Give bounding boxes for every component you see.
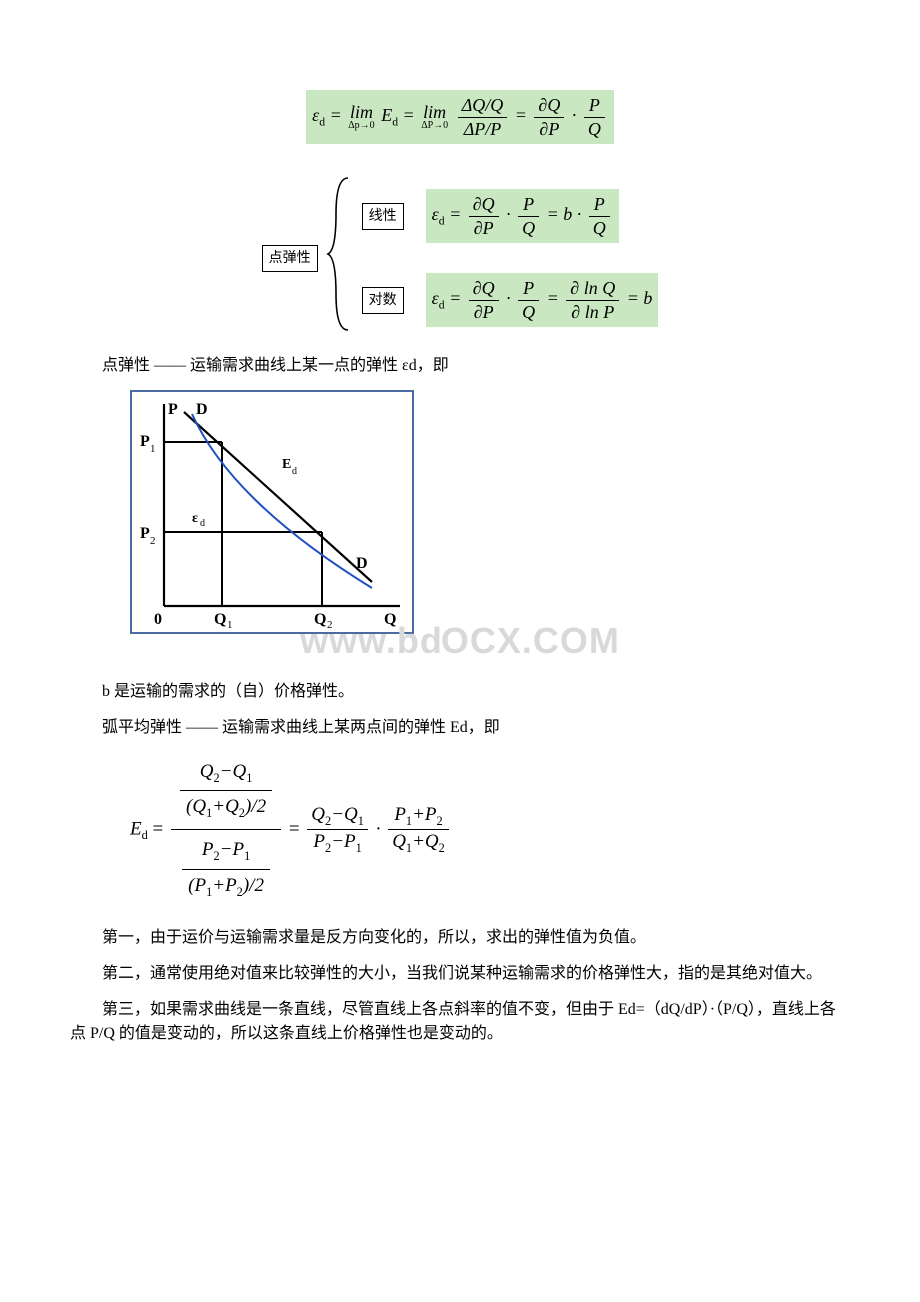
formula-point-limit: εd = lim Δp→0 Ed = lim ΔP→0 ΔQ/Q ΔP/P = … [70,90,850,144]
text-arc-def: 弧平均弹性 —— 运输需求曲线上某两点间的弹性 Ed，即 [70,716,850,740]
svg-text:d: d [200,518,205,529]
svg-text:d: d [292,466,297,477]
lim1-sub: Δp→0 [348,121,374,131]
svg-text:2: 2 [327,619,333,631]
svg-text:Q: Q [314,611,326,628]
svg-text:0: 0 [154,611,162,628]
text-p2: 第二，通常使用绝对值来比较弹性的大小，当我们说某种运输需求的价格弹性大，指的是其… [70,962,850,986]
frac2-den: ∂P [534,118,564,141]
elasticity-tree: 点弹性 线性 εd = ∂Q∂P · PQ = b · PQ [70,174,850,342]
svg-text:1: 1 [150,443,156,455]
svg-text:P: P [140,525,150,542]
frac1-den: ΔP/P [458,118,508,141]
text-b-def: b 是运输的需求的（自）价格弹性。 [70,680,850,704]
text-p1: 第一，由于运价与运输需求量是反方向变化的，所以，求出的弹性值为负值。 [70,926,850,950]
brace-icon [326,174,354,342]
demand-curve-diagram: P D P 1 P 2 E d ε d D 0 Q 1 Q 2 Q [130,390,414,634]
svg-text:D: D [196,401,208,418]
label-linear: 线性 [362,203,404,230]
text-p3: 第三，如果需求曲线是一条直线，尽管直线上各点斜率的值不变，但由于 Ed=（dQ/… [70,998,850,1046]
Ed1-sub: d [392,116,398,129]
eq1: = [330,105,342,125]
svg-text:ε: ε [192,511,198,526]
frac1-num: ΔQ/Q [458,94,508,118]
formula-arc: Ed = Q2−Q1 (Q1+Q2)/2 P2−P1 [130,752,850,908]
svg-text:2: 2 [150,535,156,547]
lim2: lim [423,102,446,122]
lim1: lim [350,102,373,122]
svg-text:D: D [356,555,368,572]
frac3-den: Q [584,118,605,141]
frac2-num: ∂Q [534,94,564,118]
label-point: 点弹性 [262,245,318,272]
svg-text:1: 1 [227,619,233,631]
eq2: = [403,105,415,125]
svg-text:Q: Q [214,611,226,628]
frac3-num: P [584,94,605,118]
lim2-sub: ΔP→0 [421,121,448,131]
dot1: · [572,105,577,125]
svg-text:P: P [168,401,178,418]
Ed1: E [381,105,392,125]
eq3: = [515,105,527,125]
label-log: 对数 [362,287,404,314]
svg-text:Q: Q [384,611,396,628]
sub-d: d [319,116,325,129]
formula-linear: εd = ∂Q∂P · PQ = b · PQ [426,189,619,243]
svg-text:P: P [140,433,150,450]
wm-suffix: OCX.COM [441,620,620,661]
text-point-def: 点弹性 —— 运输需求曲线上某一点的弹性 εd，即 [70,354,850,378]
svg-text:E: E [282,457,291,472]
formula-log: εd = ∂Q∂P · PQ = ∂ ln Q∂ ln P = b [426,273,659,327]
